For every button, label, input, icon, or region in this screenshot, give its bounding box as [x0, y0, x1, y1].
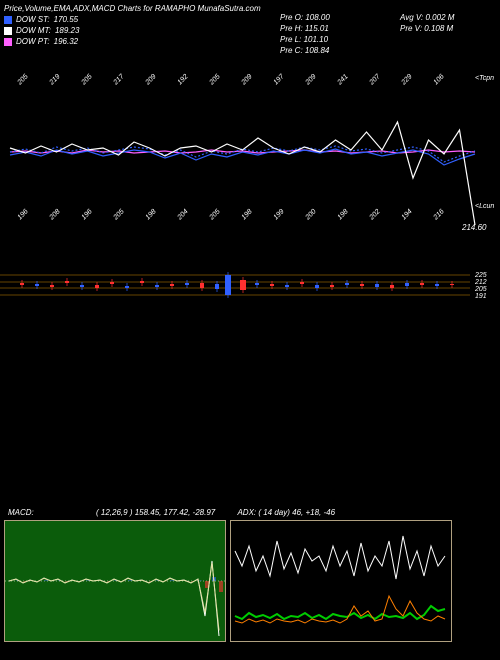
- legend-mt-swatch: [4, 27, 12, 35]
- svg-text:205: 205: [112, 208, 126, 222]
- legend-mt-value: 189.23: [55, 26, 79, 35]
- svg-text:202: 202: [368, 208, 382, 222]
- svg-text:197: 197: [272, 72, 286, 86]
- legend-pt-label: DOW PT:: [16, 37, 50, 46]
- svg-text:198: 198: [144, 208, 157, 221]
- svg-text:209: 209: [240, 73, 254, 87]
- prev-c: Pre C: 108.84: [280, 45, 330, 56]
- legend-pt-value: 196.32: [54, 37, 78, 46]
- svg-text:198: 198: [240, 208, 253, 221]
- svg-text:204: 204: [176, 208, 190, 222]
- prev-o: Pre O: 108.00: [280, 12, 330, 23]
- macd-params: ( 12,26,9 ) 158.45, 177.42, -28.97: [96, 508, 215, 517]
- svg-text:191: 191: [475, 293, 487, 300]
- svg-text:196: 196: [80, 208, 93, 221]
- svg-text:196: 196: [16, 208, 29, 221]
- svg-text:207: 207: [368, 72, 383, 87]
- svg-text:225: 225: [474, 272, 487, 279]
- svg-text:205: 205: [208, 73, 222, 87]
- svg-text:199: 199: [272, 208, 285, 221]
- svg-text:205: 205: [208, 208, 222, 222]
- svg-text:209: 209: [304, 73, 318, 87]
- svg-text:241: 241: [336, 73, 350, 87]
- pre-v: Pre V: 0.108 M: [400, 23, 454, 34]
- svg-text:192: 192: [176, 73, 189, 86]
- svg-text:205: 205: [16, 73, 30, 87]
- adx-header: ADX: ( 14 day) 46, +18, -46: [237, 508, 335, 517]
- right-bot-label: <Lcun: [475, 203, 494, 210]
- svg-text:209: 209: [144, 73, 158, 87]
- svg-text:229: 229: [400, 73, 414, 87]
- legend-mt-label: DOW MT:: [16, 26, 51, 35]
- svg-text:205: 205: [474, 286, 487, 293]
- svg-text:219: 219: [48, 73, 62, 87]
- svg-text:208: 208: [48, 208, 62, 222]
- prev-l: Pre L: 101.10: [280, 34, 330, 45]
- macd-label: MACD:: [8, 508, 34, 517]
- legend-pt-swatch: [4, 38, 12, 46]
- candle-chart: 225212205191: [0, 255, 500, 315]
- legend-st-value: 170.55: [54, 15, 78, 24]
- svg-text:212: 212: [474, 279, 487, 286]
- avg-v: Avg V: 0.002 M: [400, 12, 454, 23]
- right-top-label: <Tcpn: [475, 75, 494, 82]
- adx-panel: [230, 520, 452, 642]
- price-chart: 205 219 205 217 209 192 205 209 197 209 241 207 229 1…: [0, 60, 500, 235]
- svg-text:217: 217: [112, 72, 127, 87]
- svg-text:198: 198: [336, 208, 349, 221]
- legend-st-label: DOW ST:: [16, 15, 50, 24]
- svg-text:216: 216: [432, 208, 446, 222]
- svg-text:106: 106: [432, 73, 445, 86]
- svg-text:205: 205: [80, 73, 94, 87]
- end-value: 214.60: [461, 223, 487, 232]
- svg-text:194: 194: [400, 208, 413, 221]
- legend-st-swatch: [4, 16, 12, 24]
- macd-panel: [4, 520, 226, 642]
- svg-text:200: 200: [304, 208, 318, 222]
- prev-h: Pre H: 115.01: [280, 23, 330, 34]
